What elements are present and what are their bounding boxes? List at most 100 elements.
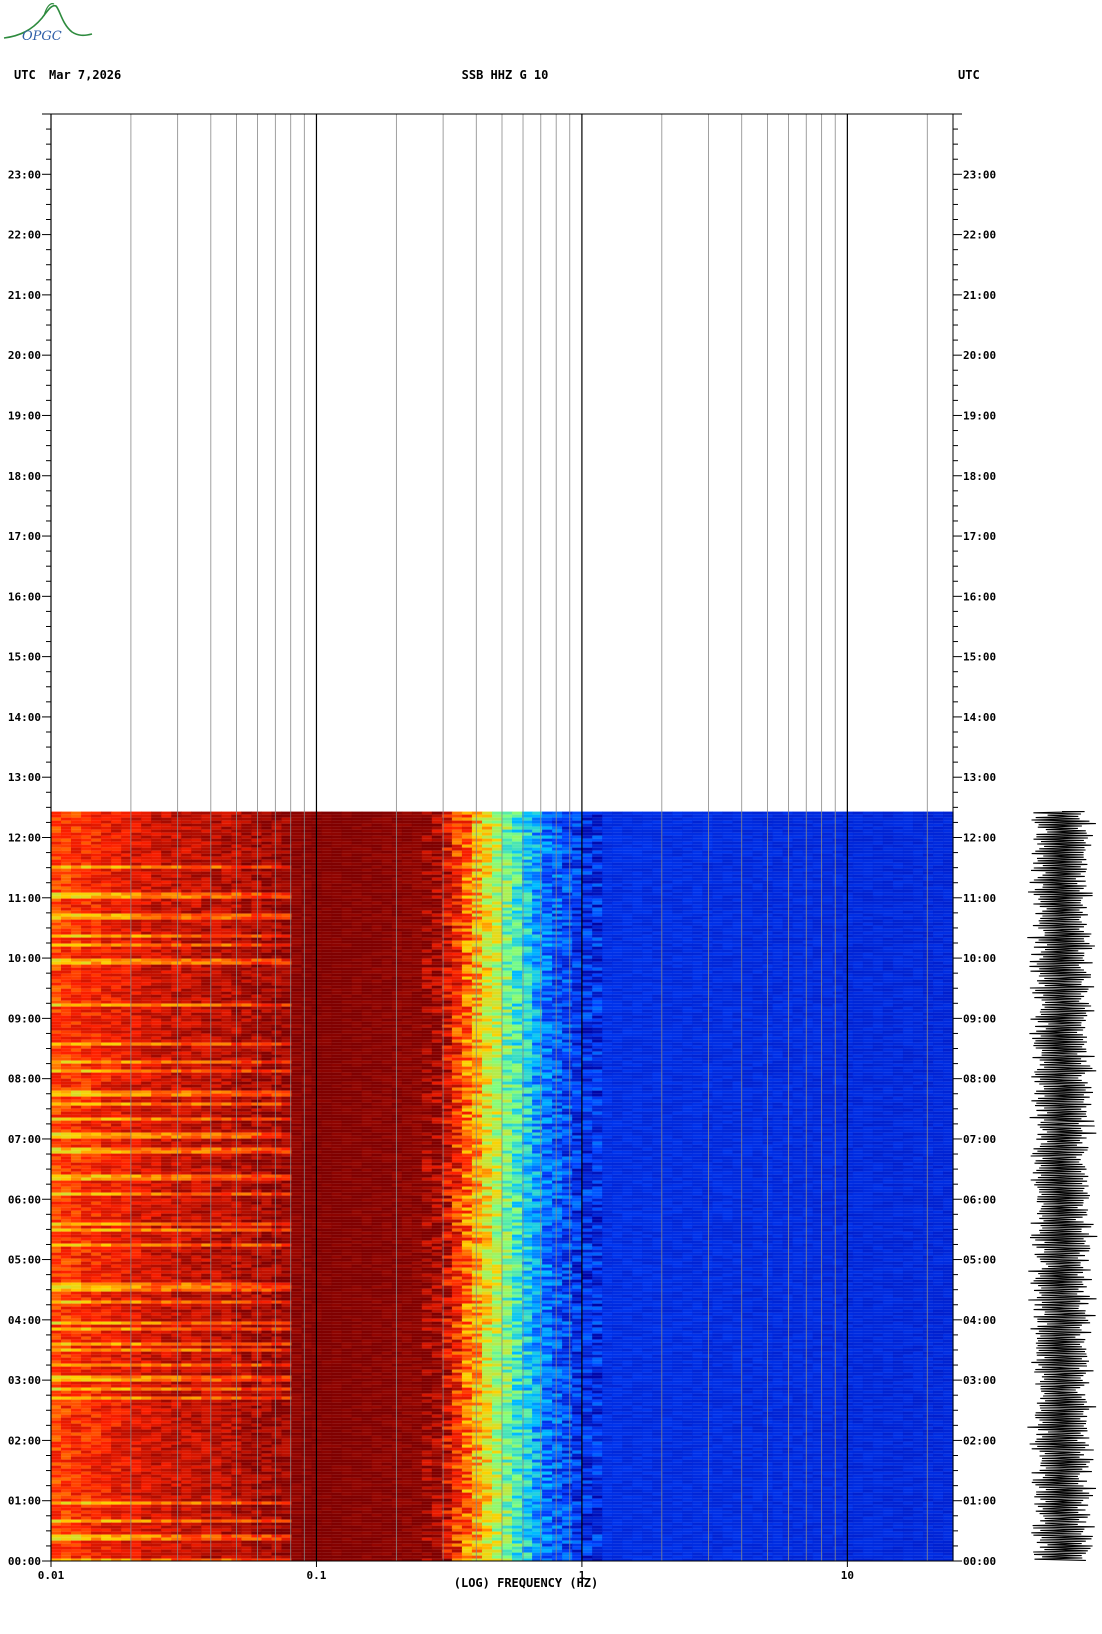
spectrogram-cell <box>892 931 904 935</box>
spectrogram-cell <box>832 922 844 926</box>
spectrogram-cell <box>572 877 583 881</box>
spectrogram-cell <box>943 892 954 896</box>
spectrogram-cell <box>542 940 553 944</box>
spectrogram-cell <box>211 961 222 965</box>
spectrogram-cell <box>341 955 353 959</box>
spectrogram-cell <box>191 973 202 977</box>
spectrogram-cell <box>321 832 333 836</box>
date-label: Mar 7,2026 <box>49 68 121 82</box>
spectrogram-cell <box>301 928 313 932</box>
spectrogram-cell <box>161 919 172 923</box>
spectrogram-cell <box>532 889 543 893</box>
spectrogram-cell <box>341 850 353 854</box>
spectrogram-cell <box>862 931 874 935</box>
spectrogram-cell <box>451 829 463 833</box>
spectrogram-cell <box>371 823 383 827</box>
spectrogram-cell <box>101 859 112 863</box>
spectrogram-cell <box>582 838 593 842</box>
spectrogram-cell <box>752 886 764 890</box>
spectrogram-cell <box>622 940 633 944</box>
spectrogram-cell <box>121 865 132 869</box>
spectrogram-cell <box>141 886 152 890</box>
spectrogram-cell <box>381 919 393 923</box>
spectrogram-cell <box>562 844 573 848</box>
spectrogram-cell <box>482 886 493 890</box>
spectrogram-cell <box>482 904 493 908</box>
spectrogram-cell <box>572 934 583 938</box>
spectrogram-cell <box>832 919 844 923</box>
spectrogram-cell <box>241 862 252 866</box>
spectrogram-cell <box>622 913 633 917</box>
spectrogram-cell <box>712 844 724 848</box>
spectrogram-cell <box>612 946 623 950</box>
spectrogram-cell <box>772 907 784 911</box>
spectrogram-cell <box>943 907 954 911</box>
spectrogram-cell <box>872 886 884 890</box>
spectrogram-cell <box>662 922 673 926</box>
spectrogram-cell <box>792 847 804 851</box>
spectrogram-cell <box>802 937 814 941</box>
spectrogram-cell <box>682 841 693 845</box>
spectrogram-cell <box>281 928 293 932</box>
spectrogram-cell <box>602 862 613 866</box>
spectrogram-cell <box>281 823 293 827</box>
spectrogram-cell <box>712 901 724 905</box>
spectrogram-cell <box>692 934 703 938</box>
spectrogram-cell <box>321 850 333 854</box>
spectrogram-cell <box>51 901 62 905</box>
spectrogram-cell <box>51 889 62 893</box>
spectrogram-cell <box>111 856 122 860</box>
spectrogram-cell <box>782 853 794 857</box>
spectrogram-cell <box>702 823 713 827</box>
spectrogram-cell <box>552 946 563 950</box>
spectrogram-cell <box>842 892 854 896</box>
spectrogram-cell <box>912 889 924 893</box>
spectrogram-cell <box>271 850 283 854</box>
spectrogram-cell <box>672 814 683 818</box>
spectrogram-cell <box>482 919 493 923</box>
spectrogram-cell <box>431 976 443 980</box>
spectrogram-cell <box>762 931 774 935</box>
spectrogram-cell <box>211 823 222 827</box>
spectrogram-cell <box>752 817 764 821</box>
spectrogram-cell <box>572 904 583 908</box>
spectrogram-cell <box>732 931 744 935</box>
spectrogram-cell <box>391 922 403 926</box>
spectrogram-cell <box>682 847 693 851</box>
spectrogram-cell <box>822 874 834 878</box>
spectrogram-cell <box>391 841 403 845</box>
spectrogram-cell <box>752 877 764 881</box>
spectrogram-cell <box>351 829 363 833</box>
spectrogram-cell <box>131 934 142 938</box>
spectrogram-cell <box>482 880 493 884</box>
spectrogram-cell <box>51 853 62 857</box>
spectrogram-cell <box>902 853 914 857</box>
spectrogram-cell <box>71 862 82 866</box>
spectrogram-cell <box>151 832 162 836</box>
spectrogram-cell <box>461 901 473 905</box>
spectrogram-cell <box>662 844 673 848</box>
spectrogram-cell <box>301 895 313 899</box>
spectrogram-cell <box>351 913 363 917</box>
spectrogram-cell <box>391 970 403 974</box>
spectrogram-cell <box>71 916 82 920</box>
spectrogram-cell <box>201 955 212 959</box>
spectrogram-cell <box>592 859 603 863</box>
spectrogram-cell <box>912 934 924 938</box>
spectrogram-cell <box>301 862 313 866</box>
spectrogram-cell <box>852 907 864 911</box>
spectrogram-cell <box>441 976 453 980</box>
spectrogram-cell <box>181 976 192 980</box>
spectrogram-cell <box>922 955 934 959</box>
spectrogram-cell <box>632 937 643 941</box>
spectrogram-cell <box>572 826 583 830</box>
spectrogram-cell <box>291 976 303 980</box>
spectrogram-cell <box>321 925 333 929</box>
spectrogram-cell <box>632 844 643 848</box>
spectrogram-cell <box>351 868 363 872</box>
spectrogram-cell <box>792 931 804 935</box>
spectrogram-cell <box>381 976 393 980</box>
spectrogram-cell <box>482 934 493 938</box>
spectrogram-cell <box>411 838 423 842</box>
spectrogram-cell <box>772 829 784 833</box>
